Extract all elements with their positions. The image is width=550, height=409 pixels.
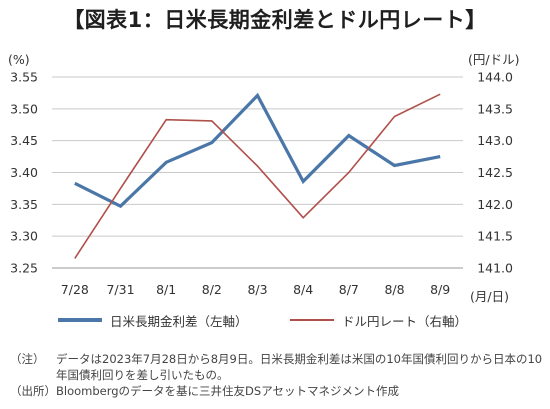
right-axis-tick-label: 142.5 bbox=[477, 165, 513, 180]
x-axis-tick-label: 8/8 bbox=[384, 282, 404, 297]
right-axis-tick-label: 144.0 bbox=[477, 70, 513, 85]
line-chart: 3.25 3.30 3.35 3.40 3.45 3.50 3.55 141.0 141.5 14… bbox=[8, 52, 519, 304]
x-axis-tick-label: 8/3 bbox=[247, 282, 267, 297]
source-text: Bloombergのデータを基に三井住友DSアセットマネジメント作成 bbox=[56, 384, 399, 398]
note-label: （注） bbox=[10, 352, 45, 366]
right-axis-unit: (円/ドル) bbox=[468, 52, 519, 67]
x-axis-tick-label: 8/4 bbox=[293, 282, 313, 297]
legend-label-usdjpy: ドル円レート（右軸） bbox=[342, 313, 468, 329]
x-axis-tick-label: 7/28 bbox=[61, 282, 89, 297]
note-text: データは2023年7月28日から8月9日。日米長期金利差は米国の10年国債利回り… bbox=[56, 352, 543, 382]
source-row: （出所） Bloombergのデータを基に三井住友DSアセットマネジメント作成 bbox=[10, 383, 545, 399]
x-axis-tick-label: 8/2 bbox=[202, 282, 222, 297]
left-axis-unit: (%) bbox=[8, 52, 30, 67]
source-label: （出所） bbox=[10, 384, 56, 398]
series-line-usdjpy bbox=[74, 93, 441, 259]
legend-item-usdjpy: ドル円レート（右軸） bbox=[290, 310, 467, 330]
series-line-rate-spread bbox=[74, 92, 441, 209]
legend-label-rate-spread: 日米長期金利差（左軸） bbox=[110, 313, 248, 329]
legend-item-rate-spread: 日米長期金利差（左軸） bbox=[58, 310, 248, 330]
note-row: （注） データは2023年7月28日から8月9日。日米長期金利差は米国の10年国… bbox=[10, 351, 545, 383]
left-axis-tick-label: 3.45 bbox=[10, 133, 38, 148]
right-axis-tick-label: 143.0 bbox=[477, 133, 513, 148]
left-axis-tick-label: 3.55 bbox=[10, 70, 38, 85]
x-axis-unit: (月/日) bbox=[470, 289, 509, 304]
x-axis-tick-label: 7/31 bbox=[106, 282, 134, 297]
right-axis-tick-label: 141.5 bbox=[477, 229, 513, 244]
right-axis-tick-label: 141.0 bbox=[477, 261, 513, 276]
x-axis-tick-label: 8/1 bbox=[156, 282, 176, 297]
legend-swatch-usdjpy bbox=[290, 319, 334, 321]
x-axis-tick-label: 8/9 bbox=[430, 282, 450, 297]
x-axis-tick-label: 8/7 bbox=[339, 282, 359, 297]
legend-swatch-rate-spread bbox=[58, 318, 102, 322]
left-axis-tick-label: 3.50 bbox=[10, 101, 38, 116]
right-axis-tick-label: 142.0 bbox=[477, 197, 513, 212]
left-axis-tick-label: 3.40 bbox=[10, 165, 38, 180]
footnotes: （注） データは2023年7月28日から8月9日。日米長期金利差は米国の10年国… bbox=[10, 351, 545, 399]
left-axis-tick-label: 3.25 bbox=[10, 261, 38, 276]
chart-title: 【図表1：日米長期金利差とドル円レート】 bbox=[63, 8, 487, 32]
right-axis-tick-label: 143.5 bbox=[477, 101, 513, 116]
left-axis-tick-label: 3.35 bbox=[10, 197, 38, 212]
left-axis-tick-label: 3.30 bbox=[10, 229, 38, 244]
